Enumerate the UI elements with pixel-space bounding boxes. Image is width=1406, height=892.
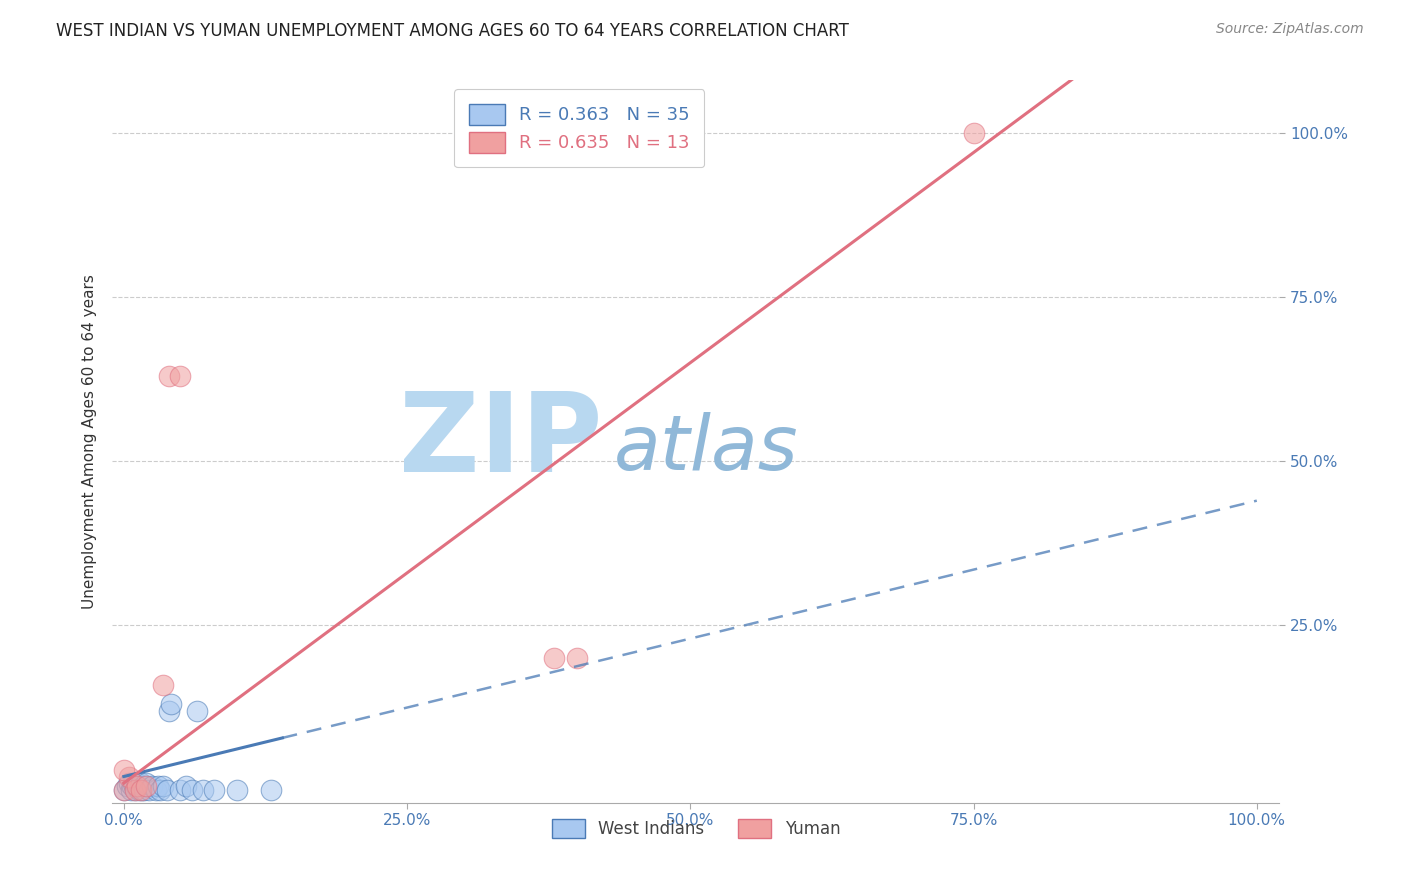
Text: Source: ZipAtlas.com: Source: ZipAtlas.com bbox=[1216, 22, 1364, 37]
Point bbox=[127, 780, 149, 794]
Point bbox=[112, 763, 135, 777]
Point bbox=[135, 780, 157, 794]
Point bbox=[131, 782, 153, 797]
Point bbox=[118, 770, 141, 784]
Point bbox=[115, 780, 138, 794]
Point bbox=[122, 776, 145, 790]
Point bbox=[174, 780, 197, 794]
Point bbox=[145, 782, 167, 797]
Point bbox=[129, 782, 152, 797]
Point bbox=[260, 782, 283, 797]
Point bbox=[565, 651, 588, 665]
Point bbox=[134, 782, 156, 797]
Point bbox=[128, 780, 150, 794]
Point bbox=[127, 776, 149, 790]
Point bbox=[160, 698, 183, 712]
Point bbox=[135, 776, 157, 790]
Point bbox=[157, 368, 180, 383]
Point bbox=[962, 126, 984, 140]
Legend: West Indians, Yuman: West Indians, Yuman bbox=[546, 813, 846, 845]
Point bbox=[122, 780, 145, 794]
Point bbox=[121, 780, 143, 794]
Point bbox=[204, 782, 226, 797]
Point bbox=[132, 780, 155, 794]
Point bbox=[112, 782, 135, 797]
Point bbox=[120, 782, 142, 797]
Point bbox=[169, 368, 191, 383]
Point bbox=[152, 677, 174, 691]
Point bbox=[169, 782, 191, 797]
Point bbox=[180, 782, 202, 797]
Point bbox=[118, 776, 141, 790]
Point bbox=[149, 782, 172, 797]
Text: atlas: atlas bbox=[614, 412, 799, 486]
Point bbox=[124, 782, 146, 797]
Point bbox=[128, 782, 150, 797]
Point bbox=[186, 704, 208, 718]
Point bbox=[146, 780, 169, 794]
Point bbox=[156, 782, 179, 797]
Y-axis label: Unemployment Among Ages 60 to 64 years: Unemployment Among Ages 60 to 64 years bbox=[82, 274, 97, 609]
Point bbox=[112, 782, 135, 797]
Point bbox=[129, 776, 152, 790]
Point bbox=[138, 782, 160, 797]
Point bbox=[135, 780, 157, 794]
Point bbox=[152, 780, 174, 794]
Point bbox=[191, 782, 214, 797]
Point bbox=[157, 704, 180, 718]
Text: ZIP: ZIP bbox=[399, 388, 603, 495]
Text: WEST INDIAN VS YUMAN UNEMPLOYMENT AMONG AGES 60 TO 64 YEARS CORRELATION CHART: WEST INDIAN VS YUMAN UNEMPLOYMENT AMONG … bbox=[56, 22, 849, 40]
Point bbox=[141, 780, 163, 794]
Point bbox=[543, 651, 565, 665]
Point bbox=[226, 782, 249, 797]
Point bbox=[124, 782, 146, 797]
Point bbox=[125, 780, 148, 794]
